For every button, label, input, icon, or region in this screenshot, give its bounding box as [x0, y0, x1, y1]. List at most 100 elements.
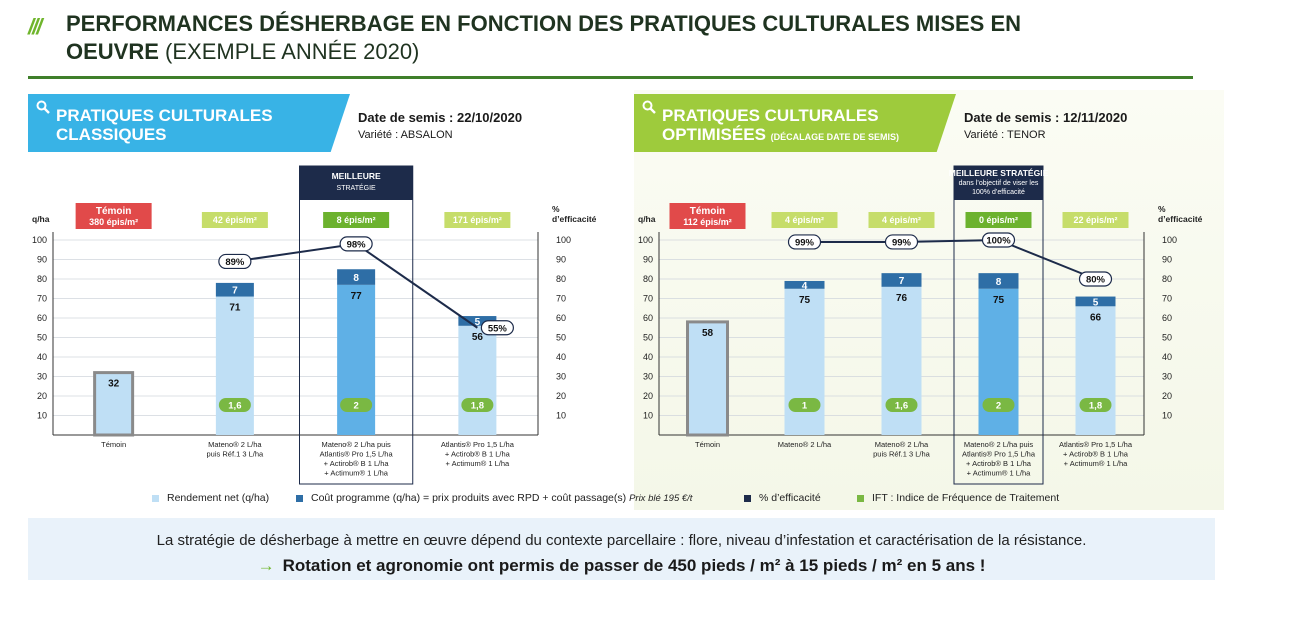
conclusion-highlight-text: Rotation et agronomie ont permis de pass… — [282, 556, 986, 575]
best-strategy-label: dans l’objectif de viser les — [959, 180, 1039, 187]
x-tick-label: Mateno® 2 L/ha puis — [321, 440, 391, 449]
variety: Variété : ABSALON — [358, 129, 453, 141]
legend-prix: Prix blé 195 €/t — [629, 493, 693, 504]
sowing-date: Date de semis : 12/11/2020 — [964, 110, 1128, 125]
ift-badge — [218, 398, 251, 412]
bar-rendement-label: 32 — [108, 379, 120, 390]
efficacite-label: 99% — [795, 237, 815, 248]
ift-label: 1,8 — [471, 401, 484, 412]
legend-label: % d’efficacité — [759, 492, 821, 504]
y-axis-label: q/ha — [32, 214, 50, 224]
banner-title-small: (DÉCALAGE DATE DE SEMIS) — [770, 132, 899, 142]
banner-title-line2: OPTIMISÉES — [662, 125, 766, 144]
chart-classiques: q/ha%d’efficacité 10 10 20 20 30 30 40 40 50 50 60 6… — [32, 165, 597, 485]
legend-cout: Coût programme (q/ha) = prix produits av… — [296, 492, 692, 504]
x-tick-label: Atlantis® Pro 1,5 L/ha — [441, 440, 515, 449]
efficacite-badge — [339, 236, 373, 252]
title-slashes: /// — [28, 14, 42, 39]
legend-efficacite: % d’efficacité — [744, 492, 821, 504]
magnifier-icon — [36, 100, 50, 114]
efficacite-badge — [1078, 271, 1113, 287]
epis-label: 380 épis/m² — [89, 217, 138, 227]
bar-cout — [978, 273, 1019, 289]
y2-tick-label: 80 — [1162, 274, 1172, 284]
banner-optimisees: PRATIQUES CULTURALES OPTIMISÉES (DÉCALAG… — [634, 94, 956, 152]
epis-badge — [669, 203, 746, 229]
y2-tick-label: 30 — [556, 372, 566, 382]
bar-cout-label: 7 — [899, 276, 905, 287]
epis-label: 112 épis/m² — [683, 217, 732, 227]
y-tick-label: 20 — [643, 391, 653, 401]
efficacite-badge — [884, 234, 919, 250]
x-tick-label: Mateno® 2 L/ha — [778, 440, 832, 449]
y-tick-label: 80 — [37, 274, 47, 284]
best-strategy-label: MEILLEURE — [332, 171, 381, 181]
x-tick-label: puis Réf.1 3 L/ha — [207, 450, 265, 459]
ift-label: 2 — [353, 401, 358, 412]
bar-cout — [881, 273, 922, 287]
banner-title-line1: PRATIQUES CULTURALES — [662, 106, 879, 125]
epis-badge — [201, 212, 268, 228]
conclusion-highlight: → Rotation et agronomie ont permis de pas… — [28, 556, 1215, 576]
y2-tick-label: 30 — [1162, 372, 1172, 382]
legend-ift: IFT : Indice de Fréquence de Traitement — [857, 492, 1059, 504]
y2-tick-label: 80 — [556, 274, 566, 284]
bar-rendement — [458, 325, 497, 435]
efficacite-label: 99% — [892, 237, 912, 248]
arrow-right-icon: → — [257, 556, 275, 575]
epis-label: 4 épis/m² — [882, 215, 921, 225]
bar-cout-label: 5 — [475, 317, 481, 328]
banner-title-line1: PRATIQUES CULTURALES — [56, 106, 273, 125]
bar-rendement — [215, 296, 254, 435]
y2-tick-label: 70 — [556, 294, 566, 304]
y2-tick-label: 10 — [556, 411, 566, 421]
efficacite-badge — [480, 320, 514, 336]
y2-axis-label: d’efficacité — [552, 214, 597, 224]
y2-tick-label: 50 — [556, 333, 566, 343]
x-tick-label: + Actirob® B 1 L/ha — [966, 459, 1032, 468]
epis-label: 42 épis/m² — [213, 215, 257, 225]
page-title-sub: (EXEMPLE ANNÉE 2020) — [165, 39, 420, 64]
bar-cout — [784, 280, 825, 289]
x-tick-label: + Actirob® B 1 L/ha — [1063, 450, 1129, 459]
ift-label: 1,6 — [895, 401, 908, 412]
epis-label: 22 épis/m² — [1073, 215, 1117, 225]
ift-label: 1,6 — [228, 401, 241, 412]
bar-rendement-label: 75 — [993, 295, 1005, 306]
y2-tick-label: 100 — [556, 235, 571, 245]
y-tick-label: 50 — [643, 333, 653, 343]
bar-cout — [215, 282, 254, 297]
y-tick-label: 50 — [37, 333, 47, 343]
ift-badge — [340, 398, 373, 412]
bar-rendement-label: 77 — [351, 291, 363, 302]
x-tick-label: Témoin — [101, 440, 126, 449]
best-strategy-label: MEILLEURE STRATÉGIE — [949, 168, 1049, 178]
epis-label: Témoin — [96, 206, 132, 217]
y-tick-label: 90 — [37, 255, 47, 265]
y2-tick-label: 70 — [1162, 294, 1172, 304]
ift-label: 1 — [802, 401, 808, 412]
x-tick-label: Atlantis® Pro 1,5 L/ha — [1059, 440, 1133, 449]
x-tick-label: + Actirob® B 1 L/ha — [324, 459, 390, 468]
bar-rendement — [881, 286, 922, 435]
banner-title: PRATIQUES CULTURALES CLASSIQUES — [56, 106, 273, 144]
x-tick-label: + Actimum® 1 L/ha — [324, 469, 389, 478]
bar-cout-label: 5 — [1093, 297, 1099, 308]
y2-axis-label: d’efficacité — [1158, 214, 1203, 224]
legend-swatch-rendement — [152, 494, 159, 502]
y2-tick-label: 10 — [1162, 411, 1172, 421]
y2-tick-label: 20 — [1162, 391, 1172, 401]
legend-swatch-efficacite — [744, 494, 751, 502]
page-title: PERFORMANCES DÉSHERBAGE EN FONCTION DES … — [66, 10, 1066, 66]
best-strategy-label: STRATÉGIE — [337, 183, 376, 192]
bar-rendement-label: 56 — [472, 332, 484, 343]
bar-rendement-label: 71 — [229, 303, 241, 314]
efficacite-badge — [218, 253, 252, 270]
y-tick-label: 60 — [37, 313, 47, 323]
ift-badge — [982, 398, 1015, 412]
epis-label: Témoin — [690, 206, 726, 217]
y2-tick-label: 60 — [1162, 313, 1172, 323]
epis-badge — [965, 212, 1032, 228]
bar-cout — [458, 316, 497, 326]
efficacite-label: 98% — [347, 239, 367, 250]
